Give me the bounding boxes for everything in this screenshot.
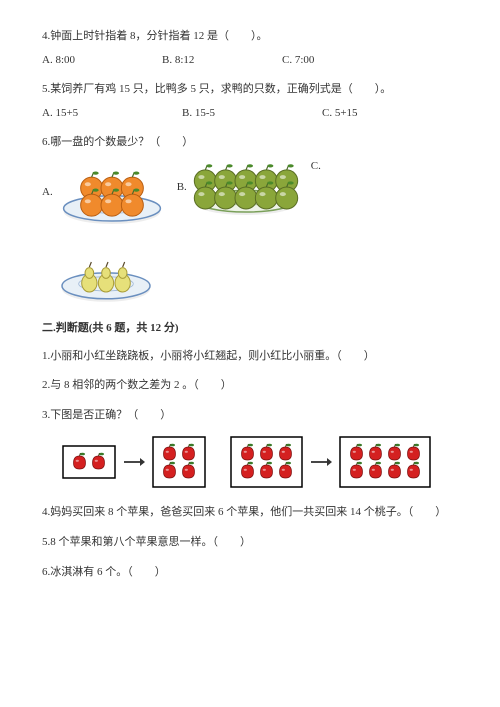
s2-q3: 3.下图是否正确？（ ） [42,407,458,425]
q5-option-c: C. 5+15 [322,105,358,123]
question-5-options: A. 15+5 B. 15-5 C. 5+15 [42,105,458,123]
q4-option-b: B. 8:12 [162,52,282,70]
apple-box-3 [230,436,303,488]
q6-option-c-image [42,234,458,306]
apple-diagram [62,436,458,488]
s2-q1: 1.小丽和小红坐跷跷板，小丽将小红翘起，则小红比小丽重。（ ） [42,348,458,366]
q6-label-c: C. [311,158,321,176]
q6-option-a: A. [42,158,167,228]
plate-a-icon [57,158,167,228]
plate-b-icon [191,158,301,218]
section-2-title: 二.判断题(共 6 题，共 12 分) [42,320,458,338]
question-6-text: 6.哪一盘的个数最少？（ ） [42,134,458,152]
s2-q5: 5.8 个苹果和第八个苹果意思一样。（ ） [42,534,458,552]
apple-box-2 [152,436,206,488]
apple-row-2 [230,436,431,488]
arrow-icon [309,452,333,472]
q4-option-a: A. 8:00 [42,52,162,70]
question-6: 6.哪一盘的个数最少？（ ） A. B. C. [42,134,458,306]
q6-option-b: B. [177,158,301,218]
apple-box-1 [62,445,116,479]
q6-label-b: B. [177,179,187,197]
question-5-text: 5.某饲养厂有鸡 15 只，比鸭多 5 只，求鸭的只数，正确列式是（ ）。 [42,81,458,99]
q6-option-c: C. [311,158,325,176]
question-6-image-options: A. B. C. [42,158,458,306]
question-4: 4.钟面上时针指着 8，分针指着 12 是（ ）。 A. 8:00 B. 8:1… [42,28,458,69]
q6-label-a: A. [42,184,53,202]
q5-option-b: B. 15-5 [182,105,322,123]
q5-option-a: A. 15+5 [42,105,182,123]
question-5: 5.某饲养厂有鸡 15 只，比鸭多 5 只，求鸭的只数，正确列式是（ ）。 A.… [42,81,458,122]
s2-q6: 6.冰淇淋有 6 个。（ ） [42,564,458,582]
apple-box-4 [339,436,431,488]
q4-option-c: C. 7:00 [282,52,314,70]
question-4-text: 4.钟面上时针指着 8，分针指着 12 是（ ）。 [42,28,458,46]
question-4-options: A. 8:00 B. 8:12 C. 7:00 [42,52,458,70]
apple-row-1 [62,436,206,488]
s2-q2: 2.与 8 相邻的两个数之差为 2 。（ ） [42,377,458,395]
s2-q4: 4.妈妈买回来 8 个苹果，爸爸买回来 6 个苹果，他们一共买回来 14 个桃子… [42,504,458,522]
plate-c-icon [56,234,156,306]
arrow-icon [122,452,146,472]
